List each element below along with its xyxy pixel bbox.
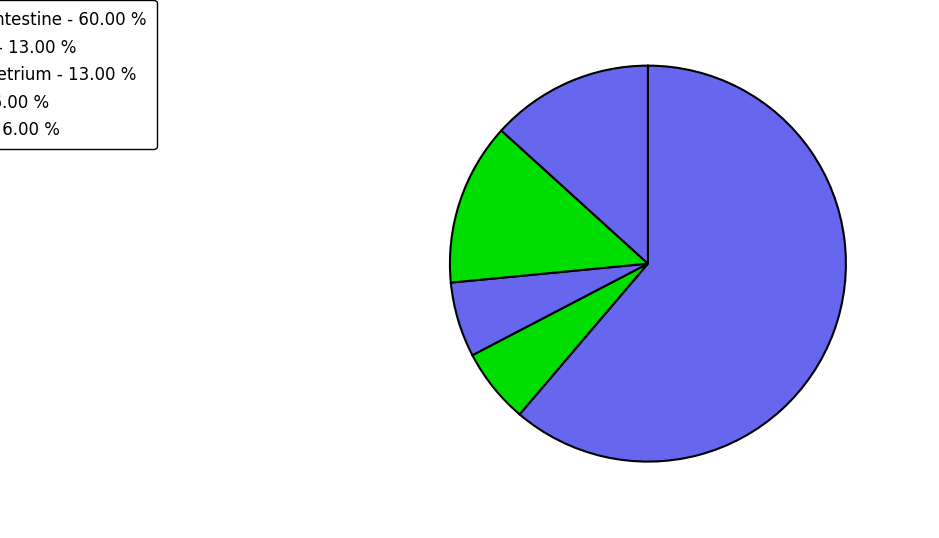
Legend: large_intestine - 60.00 %, breast - 13.00 %, endometrium - 13.00 %, lung - 6.00 : large_intestine - 60.00 %, breast - 13.0… — [0, 0, 157, 150]
Wedge shape — [451, 264, 648, 355]
Wedge shape — [519, 66, 846, 462]
Wedge shape — [501, 66, 648, 264]
Wedge shape — [450, 131, 648, 282]
Wedge shape — [472, 264, 648, 414]
